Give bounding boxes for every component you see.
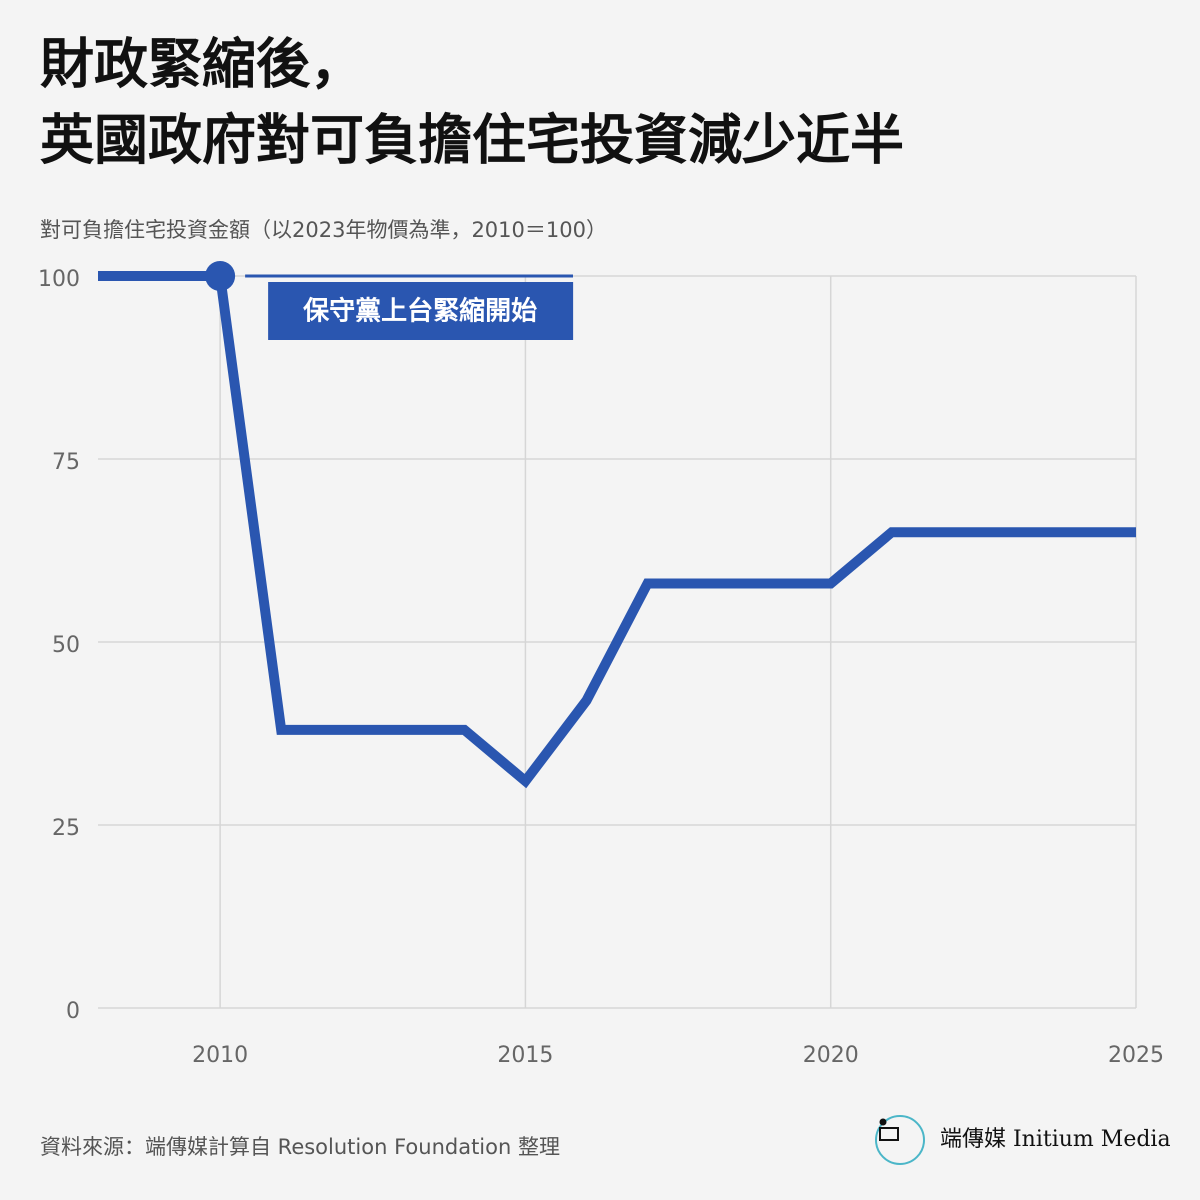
annotation-marker: [205, 261, 236, 291]
subtitle: 對可負擔住宅投資金額（以2023年物價為準，2010＝100）: [40, 218, 607, 242]
logo-text: 端傳媒 Initium Media: [940, 1127, 1171, 1152]
source: 資料來源：端傳媒計算自 Resolution Foundation 整理: [40, 1135, 560, 1159]
x-tick-label: 2015: [497, 1043, 553, 1068]
y-tick-label: 75: [52, 450, 80, 475]
y-tick-label: 25: [52, 816, 80, 841]
x-tick-label: 2010: [192, 1043, 248, 1068]
line: [98, 271, 1136, 789]
annotation-text: 保守黨上台緊縮開始: [302, 296, 537, 327]
x-tick-label: 2025: [1108, 1043, 1164, 1068]
y-tick-label: 0: [66, 999, 80, 1024]
x-tick-label: 2020: [803, 1043, 859, 1068]
chart-title: 英國政府對可負擔住宅投資減少近半: [40, 109, 904, 172]
logo-icon: [875, 1115, 925, 1165]
annotation-box: [268, 282, 574, 340]
y-tick-label: 50: [52, 633, 80, 658]
y-tick-label: 100: [38, 267, 80, 292]
chart-title: 財政緊縮後，: [40, 33, 364, 96]
